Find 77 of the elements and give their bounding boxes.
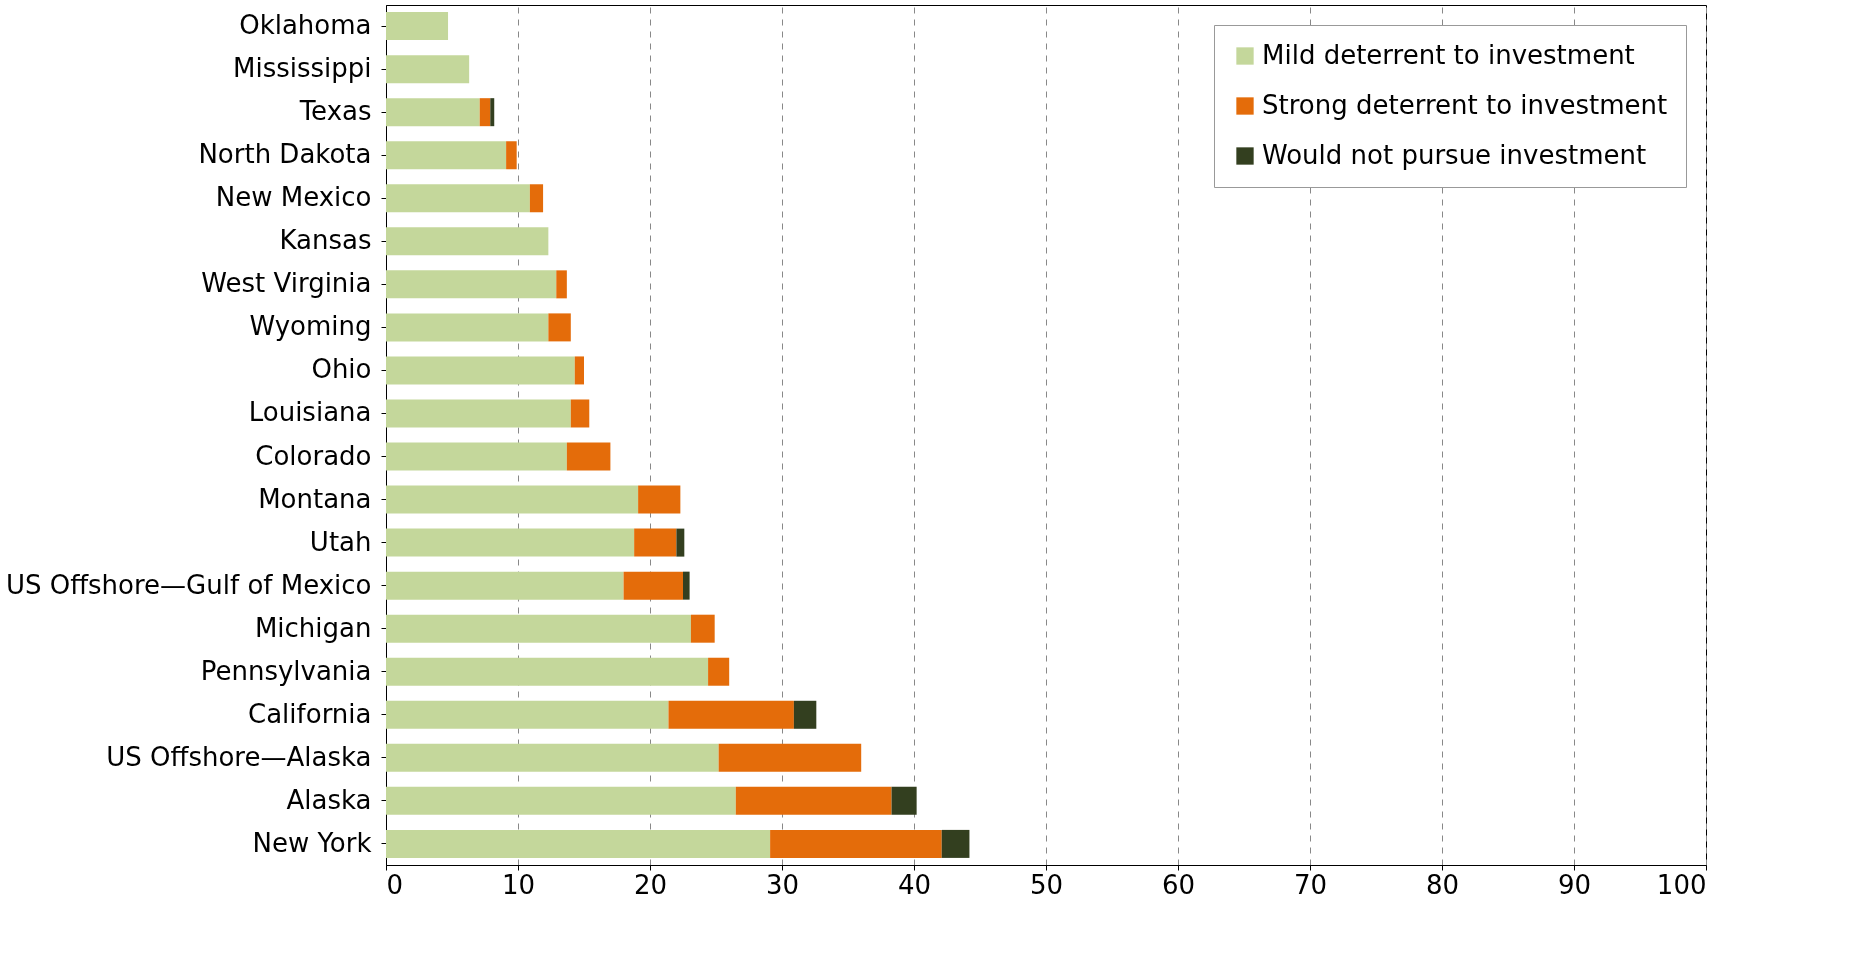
bar (386, 399, 571, 428)
y-tick-label: Texas (298, 96, 372, 127)
x-tick-label: 30 (765, 869, 800, 900)
x-tick-label: 10 (501, 869, 536, 900)
bar (676, 528, 685, 557)
bar (556, 270, 567, 299)
y-tick-label: Utah (309, 526, 372, 557)
bar (506, 141, 517, 170)
bar (623, 571, 683, 600)
bar (638, 485, 681, 514)
x-tick-label: 60 (1161, 869, 1196, 900)
bar (683, 571, 690, 600)
bar (386, 55, 470, 84)
bar (793, 700, 817, 729)
bar (548, 313, 571, 342)
bar (386, 141, 507, 170)
bar (386, 657, 709, 686)
bar (386, 743, 719, 772)
bar (386, 98, 480, 127)
x-tick-label: 100 (1656, 869, 1707, 900)
bar (708, 657, 730, 686)
legend-label: Strong deterrent to investment (1262, 90, 1668, 120)
y-tick-label: West Virginia (201, 268, 372, 299)
x-tick-label: 0 (386, 869, 404, 900)
bar (386, 12, 449, 41)
x-tick-label: 40 (897, 869, 932, 900)
y-tick-label: Michigan (254, 612, 372, 643)
y-tick-label: US Offshore—Alaska (106, 741, 372, 772)
bar (891, 786, 917, 815)
bar (386, 571, 624, 600)
bar (386, 184, 530, 213)
bar (386, 313, 549, 342)
y-tick-label: Ohio (311, 354, 372, 385)
bar (386, 614, 691, 643)
y-tick-label: Pennsylvania (200, 655, 372, 686)
bar (479, 98, 491, 127)
legend-label: Mild deterrent to investment (1262, 40, 1635, 70)
y-tick-label: Oklahoma (239, 10, 372, 41)
bar (386, 829, 771, 858)
bar (386, 442, 567, 471)
y-tick-label: California (248, 698, 372, 729)
x-tick-label: 50 (1029, 869, 1064, 900)
bar (566, 442, 611, 471)
bar (490, 98, 495, 127)
y-tick-label: Mississippi (232, 53, 372, 84)
bar (770, 829, 942, 858)
bar (690, 614, 715, 643)
bar (386, 485, 639, 514)
y-tick-label: New Mexico (215, 182, 372, 213)
y-tick-label: Alaska (286, 784, 372, 815)
bar (386, 786, 736, 815)
bar (574, 356, 584, 385)
y-tick-label: Wyoming (249, 311, 372, 342)
bar (529, 184, 544, 213)
bar (386, 700, 669, 729)
y-tick-label: North Dakota (198, 139, 372, 170)
bar (634, 528, 677, 557)
bar (941, 829, 970, 858)
y-tick-label: Colorado (255, 440, 372, 471)
x-tick-label: 80 (1425, 869, 1460, 900)
bar (386, 528, 635, 557)
bar (386, 227, 549, 256)
y-tick-label: Montana (258, 483, 372, 514)
x-tick-label: 90 (1557, 869, 1592, 900)
x-tick-label: 20 (633, 869, 668, 900)
y-tick-label: Louisiana (248, 397, 372, 428)
bar (668, 700, 794, 729)
bar (386, 356, 575, 385)
bar (718, 743, 862, 772)
bar (570, 399, 590, 428)
bar (735, 786, 892, 815)
y-tick-label: Kansas (279, 225, 372, 256)
x-tick-label: 70 (1293, 869, 1328, 900)
y-tick-label: US Offshore—Gulf of Mexico (5, 569, 372, 600)
bar (386, 270, 557, 299)
y-tick-label: New York (252, 827, 372, 858)
legend-label: Would not pursue investment (1262, 140, 1647, 170)
